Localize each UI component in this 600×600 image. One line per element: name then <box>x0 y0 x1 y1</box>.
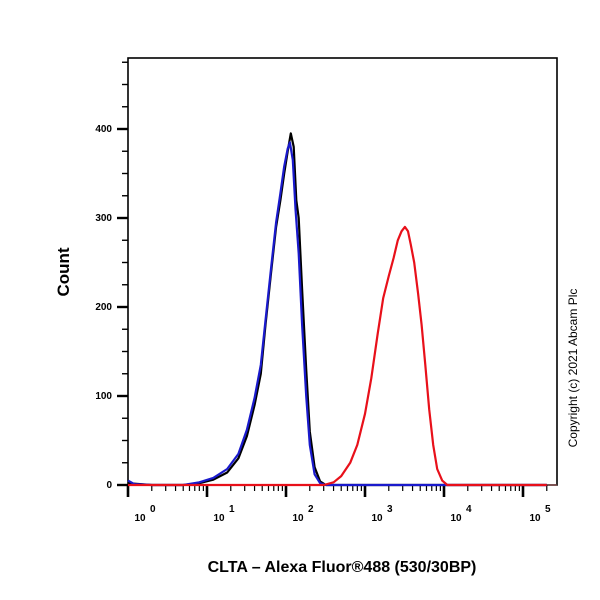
y-tick-label: 0 <box>106 480 112 491</box>
x-tick-exponent: 3 <box>387 504 393 515</box>
y-tick-label: 200 <box>95 302 112 313</box>
x-tick-label: 10 <box>371 513 383 524</box>
histogram-series <box>127 132 547 487</box>
series-isotype-control <box>127 141 547 487</box>
y-axis-ticks: 0 100 200 300 400 <box>95 61 128 491</box>
x-tick-exponent: 2 <box>308 504 314 515</box>
series-clta-antibody <box>128 225 547 487</box>
x-tick-exponent: 5 <box>545 504 551 515</box>
x-tick-label: 10 <box>213 513 225 524</box>
x-tick-label: 10 <box>134 513 146 524</box>
y-axis-title: Count <box>54 247 73 296</box>
y-tick-label: 100 <box>95 391 112 402</box>
x-tick-label: 10 <box>292 513 304 524</box>
x-tick-label: 10 <box>450 513 462 524</box>
x-tick-label: 10 <box>529 513 541 524</box>
x-tick-exponent: 0 <box>150 504 156 515</box>
y-tick-label: 400 <box>95 124 112 135</box>
x-axis-title: CLTA – Alexa Fluor®488 (530/30BP) <box>208 559 477 576</box>
x-axis-ticks: 10 0 10 1 10 2 10 3 10 4 10 5 <box>126 484 557 524</box>
plot-frame <box>127 57 558 486</box>
x-tick-exponent: 1 <box>229 504 235 515</box>
x-tick-exponent: 4 <box>466 504 472 515</box>
copyright-notice: Copyright (c) 2021 Abcam Plc <box>566 289 580 448</box>
y-tick-label: 300 <box>95 213 112 224</box>
